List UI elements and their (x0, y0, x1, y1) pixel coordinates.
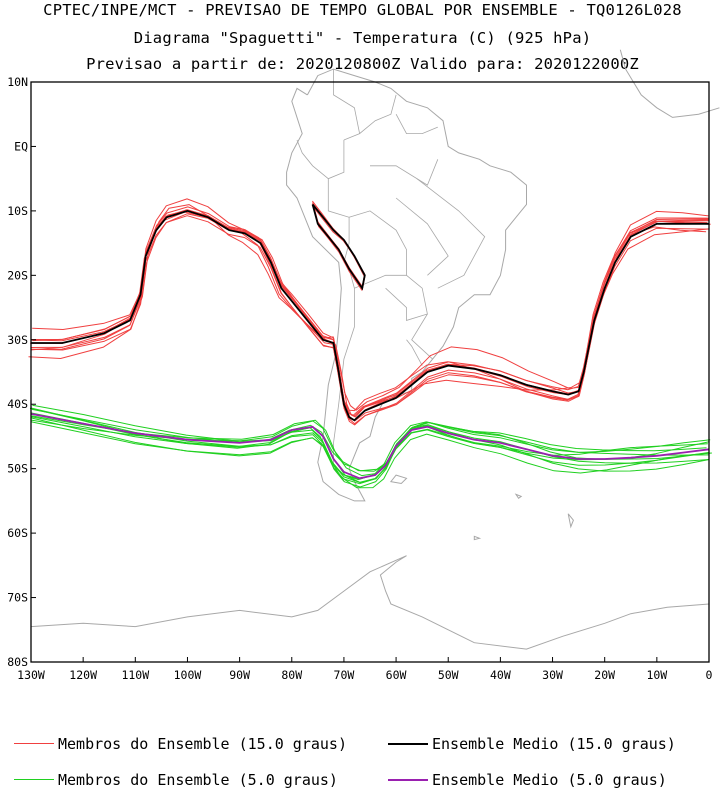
member-5-line (31, 419, 708, 472)
legend-label-member5: Membros do Ensemble (5.0 graus) (58, 771, 338, 789)
map-frame (30, 81, 710, 663)
member-5-line (30, 407, 709, 488)
island-coastline (473, 535, 482, 541)
lat-tick-label: EQ (14, 139, 28, 153)
island-coastline (567, 513, 574, 529)
member-15-line (31, 215, 709, 426)
lon-tick-label: 100W (174, 668, 202, 682)
lat-tick-label: 20S (7, 268, 28, 282)
island-coastline (514, 493, 523, 500)
legend-mean15: Ensemble Medio (15.0 graus) (388, 735, 676, 753)
lon-tick-label: 40W (490, 668, 511, 682)
country-border (406, 339, 423, 366)
antarctica-coastline (30, 555, 710, 650)
member-5-line (32, 404, 710, 472)
country-border (411, 313, 433, 360)
legend-swatch-mean5 (388, 778, 428, 781)
member-5-line (29, 407, 712, 489)
member-5-line (30, 416, 709, 483)
legend-label-mean15: Ensemble Medio (15.0 graus) (432, 735, 676, 753)
country-border (416, 178, 486, 289)
lat-tick-label: 10N (7, 75, 28, 89)
lon-tick-label: 110W (121, 668, 149, 682)
lat-tick-label: 40S (7, 397, 28, 411)
lat-tick-label: 30S (7, 333, 28, 347)
lon-tick-label: 70W (334, 668, 355, 682)
country-border (385, 274, 428, 321)
members-15-layer (28, 198, 711, 426)
country-border (327, 140, 350, 263)
chart-title-line-1: CPTEC/INPE/MCT - PREVISAO DE TEMPO GLOBA… (43, 1, 682, 19)
lon-tick-label: 10W (646, 668, 667, 682)
member-15-line (30, 206, 710, 417)
coastline-layer (30, 49, 720, 650)
member-5-line (30, 412, 709, 484)
lat-tick-label: 10S (7, 204, 28, 218)
lon-tick-label: 30W (542, 668, 563, 682)
member-15-line (28, 204, 709, 418)
lon-tick-label: 130W (17, 668, 45, 682)
lon-tick-label: 0 (706, 668, 713, 682)
lon-tick-label: 60W (386, 668, 407, 682)
legend-member15: Membros do Ensemble (15.0 graus) (14, 735, 347, 753)
legend-swatch-member5 (14, 779, 54, 780)
country-border (348, 210, 407, 289)
legend-swatch-member15 (14, 743, 54, 744)
country-border (296, 139, 329, 180)
mean-15-andes-line (311, 203, 366, 291)
mean-5-line (30, 413, 710, 480)
lat-tick-label: 80S (7, 655, 28, 669)
lon-tick-label: 90W (229, 668, 250, 682)
lon-tick-label: 20W (594, 668, 615, 682)
country-border (333, 69, 360, 134)
member-15-line (31, 198, 709, 412)
lon-tick-label: 50W (438, 668, 459, 682)
legend-member5: Membros do Ensemble (5.0 graus) (14, 771, 338, 789)
country-border (395, 197, 449, 276)
chart-title-line-3: Previsao a partir de: 2020120800Z Valido… (86, 55, 639, 73)
chart-title-line-2: Diagrama "Spaguetti" - Temperatura (C) (… (133, 29, 592, 47)
island-coastline (389, 474, 408, 485)
lat-tick-label: 60S (7, 526, 28, 540)
south-america-coastline (286, 68, 527, 502)
legend-swatch-mean15 (388, 742, 428, 745)
lat-tick-label: 50S (7, 462, 28, 476)
country-border (395, 114, 438, 134)
country-border (370, 159, 439, 186)
legend-label-member15: Membros do Ensemble (15.0 graus) (58, 735, 347, 753)
ensemble-mean-layer (30, 203, 710, 480)
country-border (343, 94, 397, 141)
member-15-andes-line (311, 204, 366, 287)
africa-coastline (619, 49, 720, 118)
lat-tick-label: 70S (7, 591, 28, 605)
mean-15-line (31, 209, 709, 422)
lon-tick-label: 80W (281, 668, 302, 682)
lon-tick-label: 120W (69, 668, 97, 682)
legend-mean5: Ensemble Medio (5.0 graus) (388, 771, 667, 789)
legend-label-mean5: Ensemble Medio (5.0 graus) (432, 771, 667, 789)
